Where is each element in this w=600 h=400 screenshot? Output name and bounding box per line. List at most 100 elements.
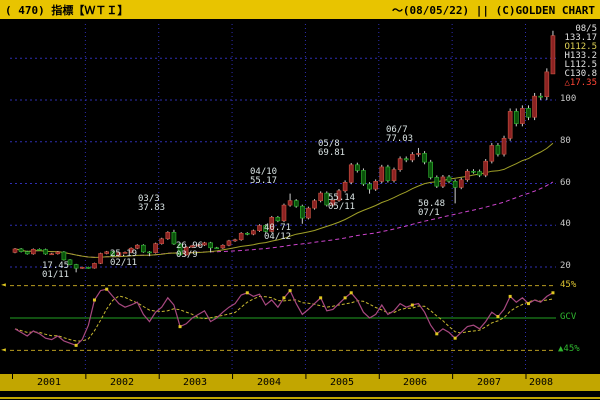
candle-up — [159, 238, 165, 244]
candle-down — [110, 251, 116, 257]
oscillator-marker — [288, 289, 292, 293]
candle-down — [513, 111, 519, 124]
oscillator-marker — [343, 296, 347, 300]
candle-up — [373, 181, 378, 190]
lower-band-label: ▲45% — [558, 344, 580, 354]
candle-up — [251, 230, 256, 235]
year-label: 2008 — [528, 377, 554, 388]
candle-down — [471, 170, 476, 173]
chart-title: ( 470) 指標【ＷＴＩ】 — [5, 3, 129, 17]
candle-up — [507, 111, 513, 139]
candle-up — [544, 71, 550, 98]
candle-down — [422, 153, 427, 163]
candle-down — [171, 232, 177, 245]
candle-up — [379, 166, 385, 182]
year-label: 2005 — [329, 377, 355, 388]
info-date: 08/5 — [575, 24, 597, 34]
date-copyright: ～(08/05/22) || (C)GOLDEN CHART — [391, 3, 595, 17]
candle-down — [73, 264, 79, 269]
candle-down — [477, 171, 482, 176]
candle-down — [367, 183, 372, 190]
price-tick-label: 20 — [560, 261, 571, 271]
candle-down — [526, 108, 531, 118]
oscillator-marker — [282, 296, 286, 300]
info-change: △17.35 — [564, 78, 597, 88]
candle-down — [428, 161, 433, 178]
candle-up — [318, 192, 323, 202]
candle-up — [196, 244, 201, 247]
oscillator-marker — [526, 302, 530, 306]
oscillator-marker — [92, 298, 96, 302]
candle-up — [128, 247, 134, 253]
axis-tick — [12, 374, 13, 379]
info-peak: 133.17 — [564, 33, 597, 43]
candle-up — [281, 204, 287, 222]
oscillator-signal-line — [14, 295, 553, 342]
candle-down — [86, 267, 91, 269]
candle-down — [208, 242, 213, 249]
oscillator-marker — [435, 332, 439, 336]
candle-up — [232, 239, 238, 242]
candle-down — [43, 249, 48, 255]
candle-down — [275, 217, 281, 222]
candle-down — [293, 200, 299, 207]
candle-down — [446, 176, 452, 182]
mid-ma-line — [14, 142, 554, 258]
candle-up — [153, 243, 158, 253]
candle-down — [300, 205, 305, 219]
oscillator-marker — [453, 336, 457, 340]
candle-up — [49, 253, 54, 256]
upper-band-marker-icon: ◄ — [1, 280, 6, 289]
candle-down — [214, 247, 220, 250]
candle-down — [452, 181, 458, 188]
candle-up — [489, 145, 495, 162]
candle-up — [55, 251, 61, 255]
oscillator-marker — [551, 291, 555, 295]
candle-up — [440, 176, 446, 187]
candle-up — [92, 263, 97, 269]
candle-up — [483, 160, 489, 176]
candle-up — [336, 190, 342, 201]
swing-high-annotation: 06/7 77.03 — [386, 125, 414, 144]
info-low: L112.5 — [564, 60, 597, 70]
price-tick-label: 60 — [560, 178, 571, 188]
candle-up — [348, 164, 354, 183]
candle-down — [177, 243, 183, 256]
axis-tick — [378, 374, 380, 379]
info-close: C130.8 — [564, 69, 597, 79]
candle-up — [165, 232, 171, 240]
year-label: 2001 — [36, 377, 62, 388]
year-label: 2002 — [109, 377, 135, 388]
candle-up — [501, 137, 507, 155]
axis-tick — [158, 374, 160, 379]
candle-up — [532, 95, 537, 118]
axis-tick — [305, 374, 307, 379]
candle-up — [257, 225, 262, 232]
candle-down — [147, 251, 152, 254]
swing-low-annotation: 50.48 07/1 — [418, 199, 446, 218]
swing-high-annotation: 05/8 69.81 — [318, 139, 346, 158]
axis-tick — [232, 374, 234, 379]
candle-up — [183, 246, 189, 256]
year-label: 2006 — [402, 377, 428, 388]
swing-low-annotation: 26.96 03/9 — [176, 241, 204, 260]
swing-high-annotation: 03/3 37.83 — [138, 194, 166, 213]
axis-tick — [452, 374, 454, 379]
candle-up — [287, 200, 293, 206]
oscillator-marker — [105, 287, 109, 291]
candle-down — [61, 251, 67, 261]
title-bar: ( 470) 指標【ＷＴＩ】 ～(08/05/22) || (C)GOLDEN … — [0, 0, 600, 19]
candle-up — [269, 217, 275, 232]
oscillator-marker — [245, 291, 249, 295]
gcv-label: GCV — [560, 312, 577, 322]
candle-up — [134, 244, 140, 249]
oscillator-marker — [178, 325, 182, 329]
oscillator-marker — [319, 296, 323, 300]
axis-tick — [85, 374, 87, 379]
candle-down — [263, 225, 268, 232]
candle-up — [226, 240, 232, 246]
candle-up — [330, 199, 336, 206]
candle-down — [18, 248, 24, 252]
